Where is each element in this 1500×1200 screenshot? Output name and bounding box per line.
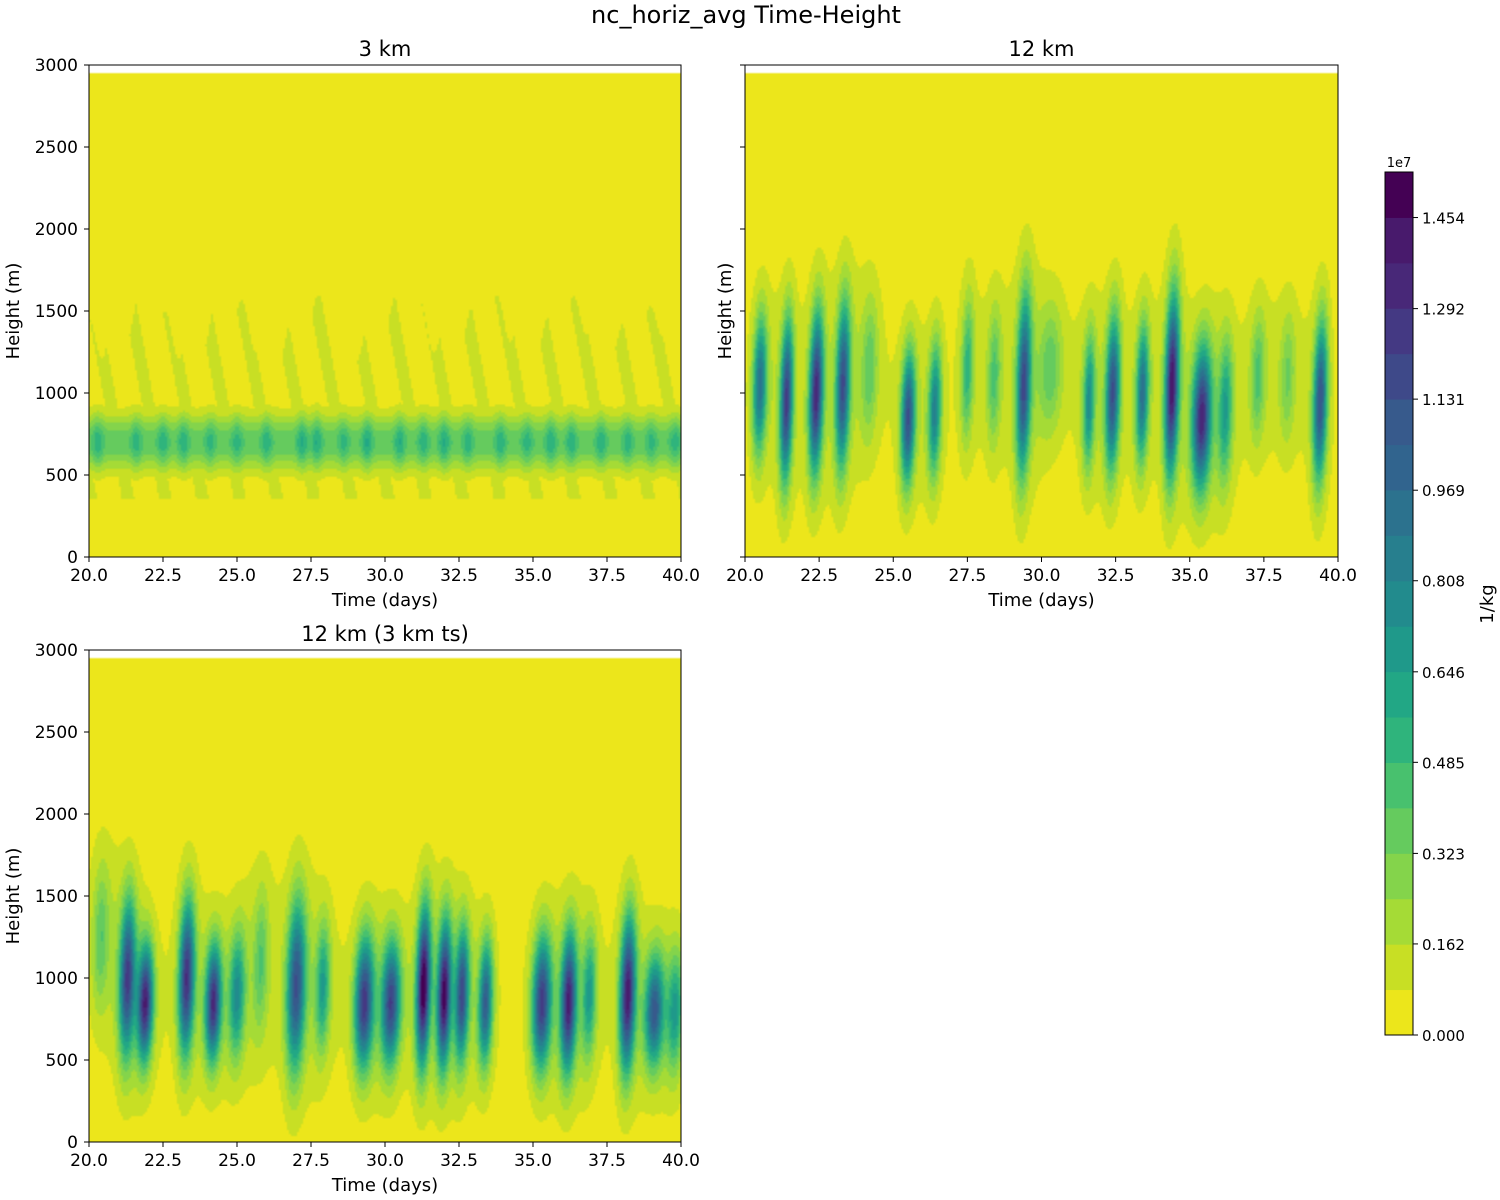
x-tick-label: 22.5: [144, 566, 182, 586]
y-tick-label: 2000: [35, 805, 78, 825]
colorbar-level: [1385, 172, 1413, 218]
colorbar-tick-label: 1.131: [1422, 391, 1465, 409]
colorbar-level: [1385, 353, 1413, 400]
y-tick-label: 1000: [35, 969, 78, 989]
x-tick-label: 22.5: [800, 566, 838, 586]
x-tick-label: 32.5: [440, 566, 478, 586]
x-tick-label: 37.5: [1245, 566, 1283, 586]
x-tick-label: 25.0: [218, 1151, 256, 1171]
colorbar-level: [1385, 671, 1413, 718]
contour-field: [89, 65, 681, 557]
colorbar-level: [1385, 898, 1413, 945]
x-tick-label: 35.0: [514, 566, 552, 586]
panel-title: 12 km (3 km ts): [301, 622, 469, 646]
y-axis-label: Height (m): [3, 848, 24, 945]
colorbar-level: [1385, 944, 1413, 991]
colorbar-level: [1385, 989, 1413, 1036]
colorbar-frame: [1384, 171, 1414, 1036]
y-tick-label: 0: [67, 1133, 78, 1153]
x-axis-label: Time (days): [331, 1175, 438, 1196]
colorbar: 0.000 0.162 0.323 0.485 0.646 0.808 0.969 1.131…: [1384, 156, 1498, 1045]
colorbar-level: [1385, 807, 1413, 854]
y-tick-label: 2000: [35, 220, 78, 240]
colorbar-level: [1385, 262, 1413, 309]
x-axis-label: Time (days): [331, 590, 438, 611]
colorbar-level: [1385, 489, 1413, 536]
colorbar-level: [1385, 535, 1413, 582]
colorbar-tick-label: 1.292: [1422, 301, 1465, 319]
panel-title: 3 km: [359, 37, 412, 61]
x-tick-label: 40.0: [662, 566, 700, 586]
x-tick-label: 25.0: [218, 566, 256, 586]
x-tick-label: 37.5: [588, 1151, 626, 1171]
colorbar-level: [1385, 308, 1413, 355]
panels: 3 km 20.0 22.5 25.0 27.5 30.0 32.5 35.0 37.5 40.0…: [3, 37, 1357, 1196]
colorbar-tick-label: 0.000: [1422, 1027, 1465, 1045]
y-axis-label: Height (m): [3, 263, 24, 360]
y-tick-label: 1500: [35, 887, 78, 907]
colorbar-level: [1385, 762, 1413, 809]
x-tick-label: 20.0: [70, 566, 108, 586]
x-axis-label: Time (days): [987, 590, 1094, 611]
x-tick-label: 32.5: [1097, 566, 1135, 586]
colorbar-level: [1385, 853, 1413, 900]
colorbar-tick-label: 0.485: [1422, 754, 1465, 772]
y-tick-label: 1500: [35, 302, 78, 322]
panel-12km: 12 km 20.0 22.5 25.0 27.5 30.0 32.5 35.0 37.5 40.…: [715, 37, 1357, 611]
x-tick-label: 30.0: [366, 1151, 404, 1171]
x-tick-label: 30.0: [1023, 566, 1061, 586]
colorbar-tick-label: 0.808: [1422, 573, 1465, 591]
colorbar-level: [1385, 399, 1413, 446]
colorbar-exponent: 1e7: [1387, 156, 1412, 171]
colorbar-tick-label: 1.454: [1422, 210, 1465, 228]
x-tick-label: 22.5: [144, 1151, 182, 1171]
colorbar-tick-label: 0.323: [1422, 845, 1465, 863]
y-tick-label: 0: [67, 548, 78, 568]
colorbar-level: [1385, 444, 1413, 491]
x-tick-label: 27.5: [292, 566, 330, 586]
x-tick-label: 27.5: [292, 1151, 330, 1171]
y-tick-label: 2500: [35, 138, 78, 158]
y-tick-label: 3000: [35, 56, 78, 76]
figure-title: nc_horiz_avg Time-Height: [591, 1, 901, 29]
contour-field: [745, 65, 1338, 557]
y-tick-label: 2500: [35, 723, 78, 743]
y-tick-label: 500: [46, 466, 78, 486]
panel-title: 12 km: [1008, 37, 1074, 61]
colorbar-tick-label: 0.969: [1422, 482, 1465, 500]
y-axis-label: Height (m): [715, 263, 736, 360]
colorbar-tick-label: 0.162: [1422, 936, 1465, 954]
x-tick-label: 40.0: [1319, 566, 1357, 586]
y-tick-label: 3000: [35, 641, 78, 661]
x-tick-label: 20.0: [726, 566, 764, 586]
y-tick-label: 500: [46, 1051, 78, 1071]
x-tick-label: 30.0: [366, 566, 404, 586]
colorbar-level: [1385, 717, 1413, 763]
panel-3km: 3 km 20.0 22.5 25.0 27.5 30.0 32.5 35.0 37.5 40.0…: [3, 37, 700, 611]
colorbar-tick-label: 0.646: [1422, 664, 1465, 682]
x-tick-label: 35.0: [1171, 566, 1209, 586]
x-tick-label: 35.0: [514, 1151, 552, 1171]
x-tick-label: 20.0: [70, 1151, 108, 1171]
panel-12km_3kmts: 12 km (3 km ts) 20.0 22.5 25.0 27.5 30.0 32.5 3…: [3, 622, 700, 1196]
colorbar-level: [1385, 580, 1413, 627]
colorbar-level: [1385, 217, 1413, 264]
x-tick-label: 32.5: [440, 1151, 478, 1171]
y-tick-label: 1000: [35, 384, 78, 404]
contour-field: [89, 650, 681, 1142]
x-tick-label: 27.5: [948, 566, 986, 586]
x-tick-label: 25.0: [874, 566, 912, 586]
colorbar-level: [1385, 626, 1413, 673]
x-tick-label: 37.5: [588, 566, 626, 586]
x-tick-label: 40.0: [662, 1151, 700, 1171]
colorbar-label: 1/kg: [1477, 584, 1498, 623]
